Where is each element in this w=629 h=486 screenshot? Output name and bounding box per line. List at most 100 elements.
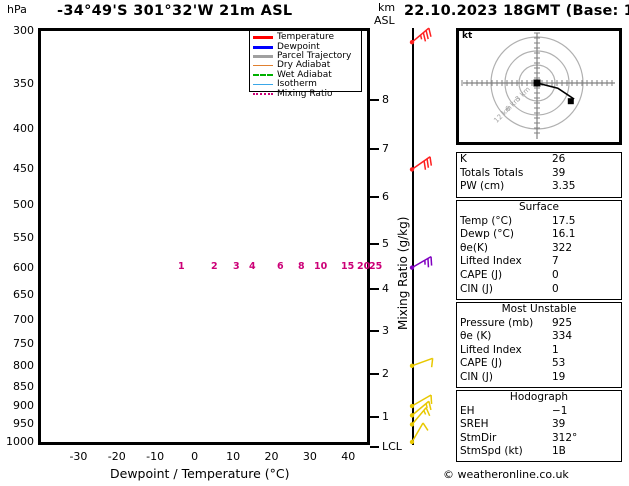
index-value: 39 — [552, 166, 566, 179]
unstable-row: Lifted Index 1 — [457, 344, 621, 358]
hodostat-label: SREH — [460, 418, 489, 431]
pressure-tick-650: 650 — [13, 287, 34, 301]
pressure-tick-900: 900 — [13, 399, 34, 413]
pressure-unit-label: hPa — [7, 3, 27, 16]
legend-swatch — [253, 36, 273, 40]
surface-value: 0 — [552, 282, 559, 295]
pressure-tick-950: 950 — [13, 417, 34, 431]
temp-tick--30: -30 — [69, 450, 88, 463]
surface-value: 16.1 — [552, 228, 576, 241]
pressure-tick-700: 700 — [13, 313, 34, 327]
surface-label: Lifted Index — [460, 255, 522, 268]
lcl-tick-mark — [370, 446, 379, 448]
mixing-ratio-label-8: 8 — [298, 261, 305, 272]
height-tick-1: 1 — [382, 410, 389, 423]
unstable-value: 19 — [552, 370, 566, 383]
legend-item-6: Mixing Ratio — [253, 89, 359, 98]
height-unit-label: km — [378, 1, 396, 14]
height-tick-mark — [370, 373, 379, 375]
surface-row: CIN (J) 0 — [457, 283, 621, 297]
legend-item-5: Isotherm — [253, 80, 359, 89]
hodostat-label: StmDir — [460, 431, 497, 444]
temp-tick-10: 10 — [226, 450, 241, 463]
hodostat-row: EH −1 — [457, 405, 621, 419]
legend-item-4: Wet Adiabat — [253, 70, 359, 80]
height-tick-mark — [370, 99, 379, 101]
index-value: 3.35 — [552, 180, 576, 193]
hodograph-panel[interactable]: 3 km 6 km 12 km — [456, 28, 622, 145]
legend-swatch — [253, 84, 273, 86]
mixing-ratio-label-10: 10 — [314, 261, 328, 272]
pressure-tick-450: 450 — [13, 162, 34, 176]
unstable-title: Most Unstable — [501, 303, 577, 315]
height-tick-mark — [370, 330, 379, 332]
legend-item-3: Dry Adiabat — [253, 61, 359, 70]
temp-tick-30: 30 — [302, 450, 317, 463]
hodostat-value: 39 — [552, 418, 566, 431]
index-row: Totals Totals 39 — [457, 167, 621, 181]
unstable-label: Lifted Index — [460, 343, 522, 356]
hodostat-row: StmDir 312° — [457, 432, 621, 446]
datetime-title: 22.10.2023 18GMT (Base: 18) — [404, 3, 629, 19]
surface-box: Surface Temp (°C) 17.5 Dewp (°C) 16.1 θe(K) 32… — [456, 200, 622, 300]
mixing-ratio-label-20: 20 — [357, 261, 371, 272]
hodostat-label: StmSpd (kt) — [460, 445, 523, 458]
index-value: 26 — [552, 153, 566, 165]
surface-label: Dewp (°C) — [460, 228, 514, 241]
legend-item-0: Temperature — [253, 33, 359, 42]
height-tick-6: 6 — [382, 190, 389, 203]
temp-tick--10: -10 — [146, 450, 165, 463]
height-tick-2: 2 — [382, 367, 389, 380]
hodostat-value: −1 — [552, 404, 568, 417]
temp-tick-20: 20 — [264, 450, 279, 463]
hodograph-unit-label: kt — [462, 31, 473, 41]
unstable-label: CIN (J) — [460, 370, 493, 383]
height-tick-mark — [370, 196, 379, 198]
legend-swatch — [253, 74, 273, 77]
temp-tick--20: -20 — [107, 450, 126, 463]
surface-title: Surface — [518, 201, 559, 213]
x-axis-title: Dewpoint / Temperature (°C) — [110, 466, 290, 481]
pressure-tick-350: 350 — [13, 76, 34, 90]
surface-label: CIN (J) — [460, 282, 493, 295]
pressure-tick-800: 800 — [13, 358, 34, 372]
surface-row: Temp (°C) 17.5 — [457, 215, 621, 229]
unstable-row: CAPE (J) 53 — [457, 357, 621, 371]
hodostat-row: StmSpd (kt) 1B — [457, 445, 621, 459]
pressure-tick-500: 500 — [13, 198, 34, 212]
legend-label: Dry Adiabat — [277, 60, 331, 71]
unstable-row: θe (K) 334 — [457, 330, 621, 344]
mixing-ratio-label-15: 15 — [341, 261, 355, 272]
temp-tick-40: 40 — [341, 450, 356, 463]
pressure-tick-600: 600 — [13, 260, 34, 274]
hodostat-row: SREH 39 — [457, 418, 621, 432]
surface-value: 7 — [552, 255, 559, 268]
legend-label: Dewpoint — [277, 41, 320, 52]
unstable-row: CIN (J) 19 — [457, 371, 621, 385]
height-tick-mark — [370, 416, 379, 418]
pressure-tick-1000: 1000 — [6, 435, 34, 448]
unstable-value: 334 — [552, 330, 573, 343]
hodostat-title: Hodograph — [509, 391, 569, 403]
pressure-tick-550: 550 — [13, 230, 34, 244]
height-tick-mark — [370, 288, 379, 290]
surface-label: CAPE (J) — [460, 268, 503, 281]
legend-swatch — [253, 93, 273, 96]
pressure-tick-400: 400 — [13, 122, 34, 136]
surface-value: 17.5 — [552, 214, 576, 227]
hodostat-value: 1B — [552, 445, 566, 458]
skewt-frame — [38, 28, 370, 445]
surface-label: θe(K) — [460, 241, 488, 254]
pressure-tick-850: 850 — [13, 379, 34, 393]
height-tick-3: 3 — [382, 324, 389, 337]
surface-row: Lifted Index 7 — [457, 255, 621, 269]
station-title: -34°49'S 301°32'W 21m ASL — [57, 3, 293, 19]
legend-item-1: Dewpoint — [253, 42, 359, 51]
mixing-ratio-label-6: 6 — [277, 261, 284, 272]
unstable-value: 1 — [552, 343, 559, 356]
height-asl-label: ASL — [374, 14, 395, 27]
unstable-label: θe (K) — [460, 330, 492, 343]
hodograph-stats-box: Hodograph EH −1 SREH 39 StmDir 312° StmSpd (kt)… — [456, 390, 622, 462]
mixing-ratio-label-1: 1 — [178, 261, 185, 272]
index-row: PW (cm) 3.35 — [457, 180, 621, 194]
